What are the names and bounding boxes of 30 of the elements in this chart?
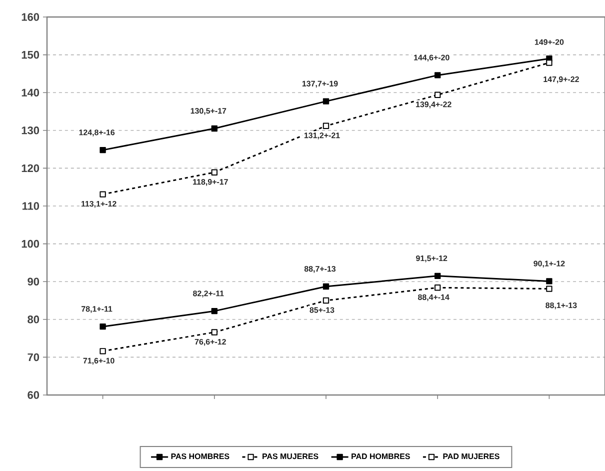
point	[546, 60, 552, 66]
y-tick-label: 120	[22, 164, 40, 172]
point	[100, 323, 106, 330]
y-tick-label: 100	[22, 240, 40, 248]
y-tick-label: 160	[22, 13, 40, 21]
point	[211, 169, 218, 176]
point	[546, 286, 552, 292]
point	[322, 297, 330, 304]
point	[434, 272, 441, 280]
y-tick-label: 150	[22, 50, 40, 59]
y-tick-label: 60	[28, 391, 40, 399]
point	[434, 92, 441, 98]
point	[434, 72, 441, 78]
point	[100, 348, 106, 354]
point	[211, 308, 218, 314]
point	[100, 146, 106, 154]
y-tick-label: 70	[28, 353, 40, 362]
point	[322, 283, 330, 290]
point	[322, 98, 330, 104]
y-tick-label: 80	[28, 316, 40, 324]
point	[100, 191, 106, 198]
point	[546, 278, 552, 284]
point	[322, 122, 330, 129]
point	[211, 125, 218, 132]
point	[434, 284, 441, 291]
y-tick-label: 130	[22, 126, 40, 134]
y-tick-label: 110	[22, 202, 40, 210]
point	[211, 329, 218, 336]
y-tick-label: 90	[28, 278, 40, 286]
y-tick-label: 140	[22, 88, 40, 96]
